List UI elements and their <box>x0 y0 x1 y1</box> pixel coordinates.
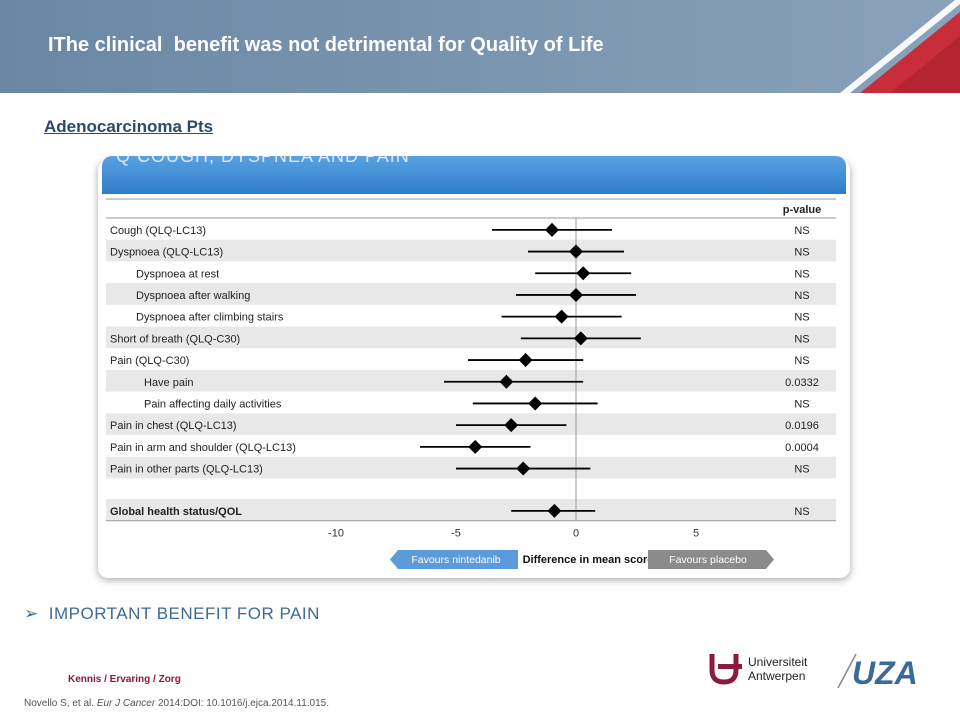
citation-journal: Eur J Cancer <box>96 698 156 709</box>
p-value: NS <box>794 333 809 345</box>
point-estimate <box>547 503 562 518</box>
p-value: 0.0332 <box>785 377 819 389</box>
row-stripe <box>106 499 836 521</box>
point-estimate <box>569 287 583 302</box>
row-stripe <box>106 283 836 305</box>
row-stripe <box>106 326 836 349</box>
p-value: NS <box>794 225 809 237</box>
p-value: NS <box>794 506 809 518</box>
row-label: Dyspnoea after walking <box>136 290 250 302</box>
p-value: NS <box>794 290 809 302</box>
logo-divider <box>837 653 857 689</box>
p-value: 0.0004 <box>785 442 819 454</box>
clipped-heading: Q COUGH, DYSPNEA AND PAIN <box>116 156 410 166</box>
p-value: 0.0196 <box>785 420 819 432</box>
point-estimate <box>573 331 588 346</box>
favours-right-arrow <box>648 550 774 569</box>
x-tick-label: 0 <box>573 528 579 540</box>
forest-plot: p-value Cough (QLQ-LC13) NS Dyspnoea (QLQ-L… <box>106 198 836 569</box>
header-decoration-icon <box>840 0 960 93</box>
uza-logo: UZA <box>852 655 918 691</box>
point-estimate <box>504 418 519 433</box>
row-label: Cough (QLQ-LC13) <box>110 225 206 237</box>
subgroup-title: Adenocarcinoma Pts <box>44 117 214 136</box>
panel-title-bar: Q COUGH, DYSPNEA AND PAIN <box>102 156 846 194</box>
point-estimate <box>518 353 533 368</box>
university-name-line2: Antwerpen <box>748 669 805 683</box>
p-value: NS <box>794 247 809 259</box>
row-label: Dyspnoea after climbing stairs <box>136 312 284 324</box>
point-estimate <box>516 461 531 476</box>
x-axis-label: Difference in mean score <box>523 554 654 566</box>
pvalue-header: p-value <box>783 204 822 216</box>
university-name-line1: Universiteit <box>748 655 808 669</box>
favours-left-label: Favours nintedanib <box>411 554 500 566</box>
point-estimate <box>545 222 559 237</box>
row-label: Pain affecting daily activities <box>144 398 282 410</box>
p-value: NS <box>794 398 809 410</box>
p-value: NS <box>794 464 809 476</box>
row-label: Dyspnoea at rest <box>136 268 219 280</box>
point-estimate <box>499 374 514 389</box>
row-stripe <box>106 456 836 479</box>
row-label: Pain in other parts (QLQ-LC13) <box>110 464 263 476</box>
p-value: NS <box>794 268 809 280</box>
footer-brand: Kennis / Ervaring / Zorg <box>68 674 181 685</box>
x-tick-label: -5 <box>451 528 461 540</box>
forest-plot-panel: Q COUGH, DYSPNEA AND PAIN p-value Cough (… <box>96 150 850 578</box>
favours-right-label: Favours placebo <box>669 554 747 566</box>
citation: Novello S, et al. Eur J Cancer 2014:DOI:… <box>24 698 329 709</box>
point-estimate <box>576 266 591 281</box>
x-tick-label: -10 <box>328 528 344 540</box>
row-label: Pain in arm and shoulder (QLQ-LC13) <box>110 442 296 454</box>
arrow-bullet-icon: ➢ <box>24 604 39 623</box>
key-message: ➢ IMPORTANT BENEFIT FOR PAIN <box>24 604 320 624</box>
point-estimate <box>554 309 569 324</box>
p-value: NS <box>794 312 809 324</box>
row-label: Global health status/QOL <box>110 506 242 518</box>
row-label: Pain (QLQ-C30) <box>110 355 189 367</box>
university-antwerpen-logo: Universiteit Antwerpen <box>709 654 808 685</box>
citation-authors: Novello S, et al. <box>24 698 97 709</box>
favours-left-arrow <box>390 550 518 569</box>
point-estimate <box>528 396 543 411</box>
p-value: NS <box>794 355 809 367</box>
point-estimate <box>569 244 583 259</box>
row-label: Have pain <box>144 377 194 389</box>
point-estimate <box>468 439 483 454</box>
x-tick-label: 5 <box>693 528 699 540</box>
key-message-text: IMPORTANT BENEFIT FOR PAIN <box>48 604 320 623</box>
row-label: Dyspnoea (QLQ-LC13) <box>110 247 223 259</box>
row-stripe <box>106 369 836 392</box>
slide-header: IThe clinical benefit was not detrimenta… <box>0 0 960 93</box>
logos: Universiteit Antwerpen UZA <box>709 653 918 691</box>
row-label: Pain in chest (QLQ-LC13) <box>110 420 237 432</box>
row-label: Short of breath (QLQ-C30) <box>110 333 240 345</box>
row-stripe <box>106 413 836 435</box>
citation-rest: 2014:DOI: 10.1016/j.ejca.2014.11.015. <box>155 698 330 709</box>
slide-title: IThe clinical benefit was not detrimenta… <box>48 34 604 56</box>
row-stripe <box>106 239 836 262</box>
